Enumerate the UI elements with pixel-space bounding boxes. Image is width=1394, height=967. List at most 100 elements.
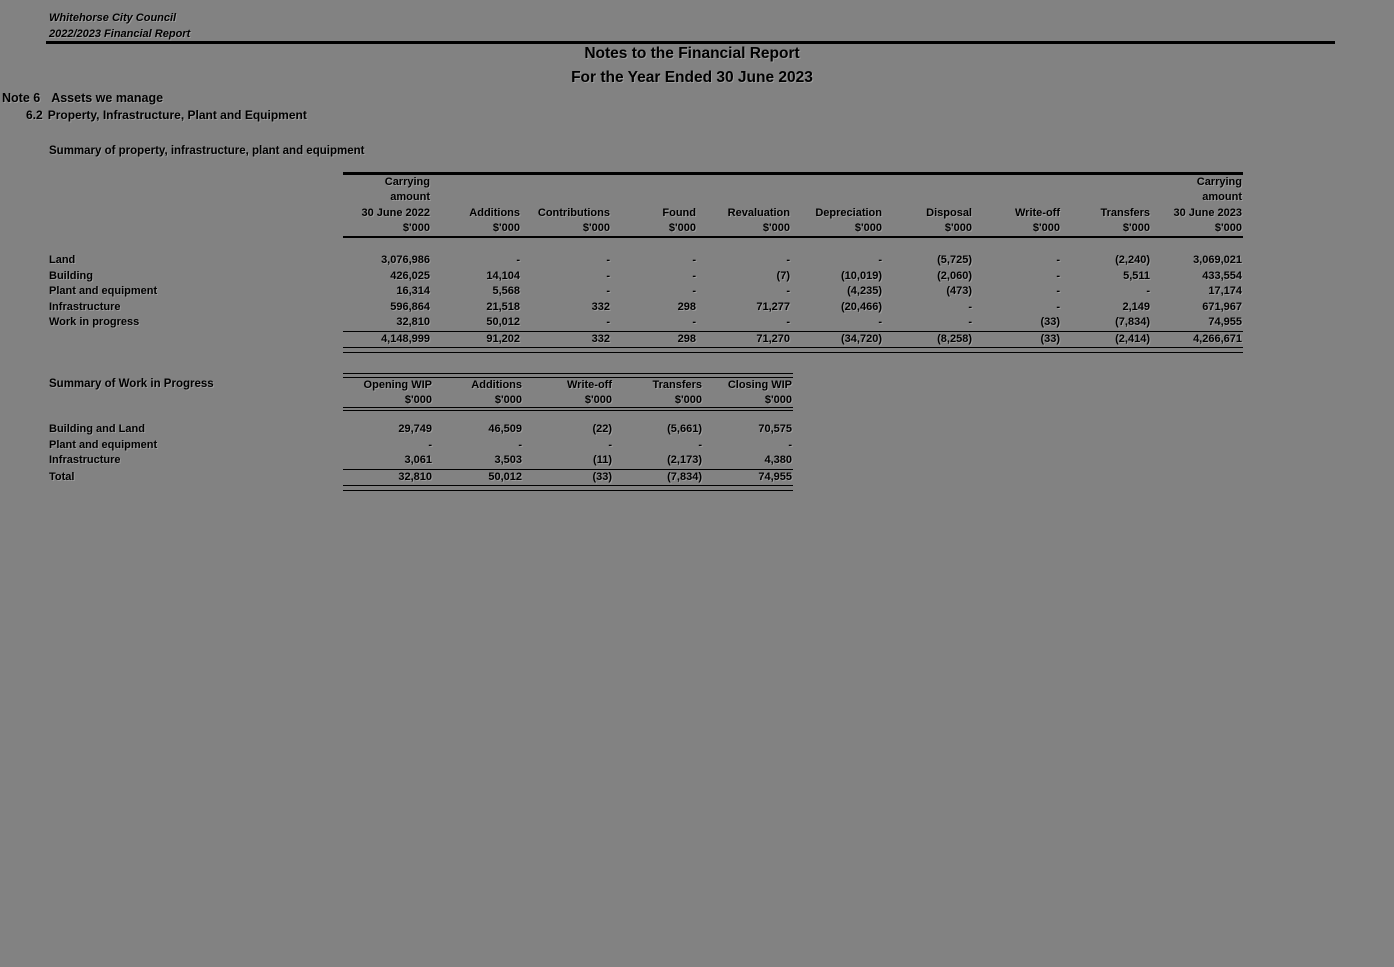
column-unit-label: $'000 [762,221,790,234]
column-header: Opening WIP $'000 [343,378,433,408]
column-unit-label: $'000 [584,393,612,406]
table-cell: (473) [946,285,972,297]
column-header-text: Transfers [1100,206,1150,219]
table-cell: 3,503 [494,454,522,467]
total-cell: (2,414) [1115,332,1150,345]
table-cell: (2,240) [1115,254,1150,266]
table-cell: 433,554 [1202,269,1242,282]
table-cell: 4,380 [764,454,792,467]
total-cell: 71,270 [756,332,790,345]
row-label: Infrastructure [49,454,121,467]
table-cell: - [786,316,790,328]
total-top-border [343,330,1243,332]
row-label: Plant and equipment [49,438,158,451]
total-row-label: Total [49,470,75,483]
column-header-text: Additions [471,378,522,391]
table-cell: - [692,269,696,282]
table-cell: 46,509 [488,423,522,436]
column-header: Write-off $'000 [523,378,613,408]
note-number: Note 6 [2,91,41,105]
table-cell: - [1056,300,1060,313]
table-cell: - [786,285,790,297]
table-cell: - [606,316,610,328]
table-header-row: Carrying amount 30 June 2022 $'000 Additions… [49,175,1243,237]
wip-table: Summary of Work in Progress Opening WIP $'… [49,373,793,491]
column-header-text: Write-off [566,378,612,391]
table-total-row: 4,148,999 91,202 332 298 71,270 (34,720) (8,25… [49,332,1243,347]
column-unit-label: $'000 [668,221,696,234]
table-row: Infrastructure 3,061 3,503 (11) (2,173) 4,380 [49,453,793,469]
ppe-table-caption: Summary of property, infrastructure, pla… [49,145,365,157]
row-label: Land [49,254,76,266]
table-cell: 50,012 [486,316,520,328]
table-cell: 3,069,021 [1193,254,1242,266]
table-cell: - [606,285,610,297]
table-cell: (11) [593,454,612,467]
column-header-text: amount [1202,191,1242,204]
table-header-label-cell [49,175,343,237]
total-cell: 50,012 [488,470,522,483]
table-cell: (20,466) [841,300,882,313]
table-cell: 74,955 [1208,316,1242,328]
table-cell: - [608,438,612,451]
column-unit-label: $'000 [494,393,522,406]
column-header: Revaluation $'000 [697,175,791,237]
table-row: Work in progress 32,810 50,012 - - - - - (33) (7,… [49,315,1243,331]
row-label: Plant and equipment [49,285,158,297]
total-cell: 298 [677,332,696,345]
table-cell: - [698,438,702,451]
total-cell: 332 [591,332,610,345]
table-cell: 332 [591,300,610,313]
page-title-line2: For the Year Ended 30 June 2023 [571,69,813,86]
row-label: Infrastructure [49,300,121,313]
column-header: Disposal $'000 [883,175,973,237]
table-cell: 21,518 [486,300,520,313]
column-header-text: Disposal [926,206,972,219]
column-header-text: Closing WIP [727,378,792,391]
wip-table-caption: Summary of Work in Progress [49,377,214,390]
total-cell: (8,258) [937,332,972,345]
total-cell: 4,148,999 [381,332,430,345]
column-header-text: Found [662,206,696,219]
table-row: Infrastructure 596,864 21,518 332 298 71,277 (… [49,300,1243,316]
letterhead-org: Whitehorse City Council [49,12,177,24]
table-cell: - [788,438,792,451]
column-header-text: amount [390,191,430,204]
table-bottom-border [343,347,1243,353]
column-header: Additions $'000 [433,378,523,408]
column-header-text: Carrying [1196,176,1242,189]
table-cell: 5,568 [492,285,520,297]
table-cell: - [1146,285,1150,297]
column-header-text: Additions [469,206,520,219]
column-header-text: Carrying [384,176,430,189]
total-cell: (33) [592,470,612,483]
page-title-line1: Notes to the Financial Report [584,45,800,62]
table-cell: 32,810 [396,316,430,328]
table-row: Building 426,025 14,104 - - (7) (10,019) (2,060… [49,269,1243,285]
table-body: Land 3,076,986 - - - - - (5,725) - (2,240) 3,069,0… [49,238,1243,331]
table-cell: (4,235) [847,285,882,297]
letterhead-report: 2022/2023 Financial Report [49,28,191,40]
table-header-label-cell: Summary of Work in Progress [49,378,343,408]
table-row: Plant and equipment 16,314 5,568 - - - (4,235)… [49,284,1243,300]
table-header-row: Summary of Work in Progress Opening WIP $'… [49,378,793,407]
column-header: Carrying amount 30 June 2023 $'000 [1151,175,1243,237]
column-header: Depreciation $'000 [791,175,883,237]
table-cell: - [518,438,522,451]
table-cell: - [428,438,432,451]
column-header: Additions $'000 [431,175,521,237]
table-cell: - [878,316,882,328]
table-cell: 3,061 [404,454,432,467]
table-cell: - [968,300,972,313]
table-cell: - [878,254,882,266]
table-cell: - [1056,285,1060,297]
column-header-text: Write-off [1014,206,1060,219]
table-cell: 426,025 [390,269,430,282]
column-header: Carrying amount 30 June 2022 $'000 [343,175,431,237]
total-cell: (34,720) [841,332,882,345]
table-cell: 671,967 [1202,300,1242,313]
column-header: Transfers $'000 [613,378,703,408]
column-unit-label: $'000 [944,221,972,234]
table-cell: 70,575 [758,423,792,436]
letterhead-rule [46,41,1335,44]
